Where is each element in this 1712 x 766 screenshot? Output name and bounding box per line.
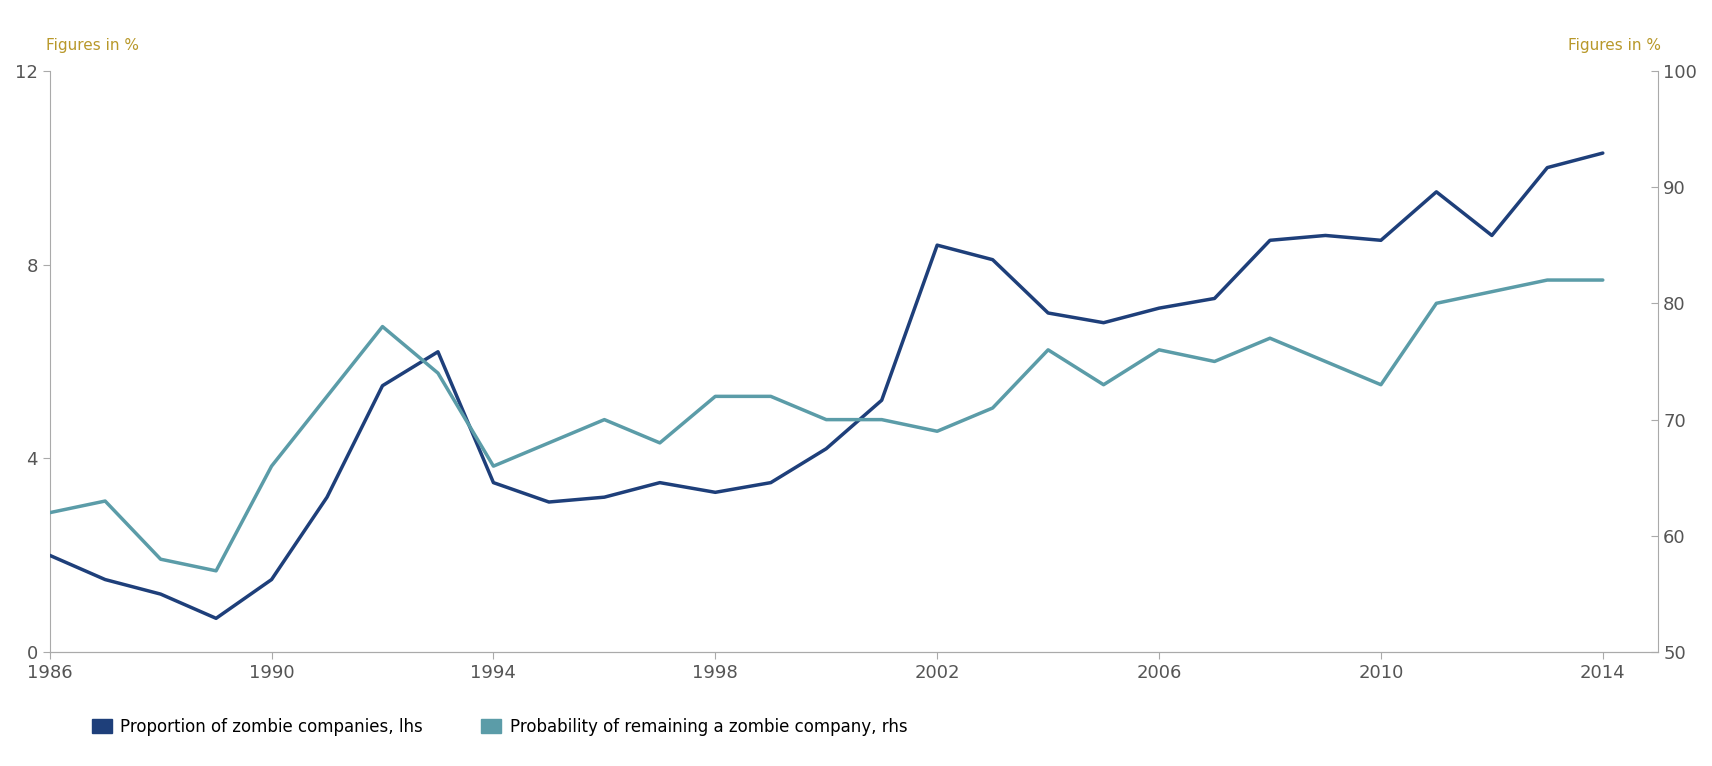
Text: Figures in %: Figures in %	[46, 38, 139, 53]
Text: Figures in %: Figures in %	[1568, 38, 1661, 53]
Legend: Proportion of zombie companies, lhs, Probability of remaining a zombie company, : Proportion of zombie companies, lhs, Pro…	[86, 711, 914, 742]
